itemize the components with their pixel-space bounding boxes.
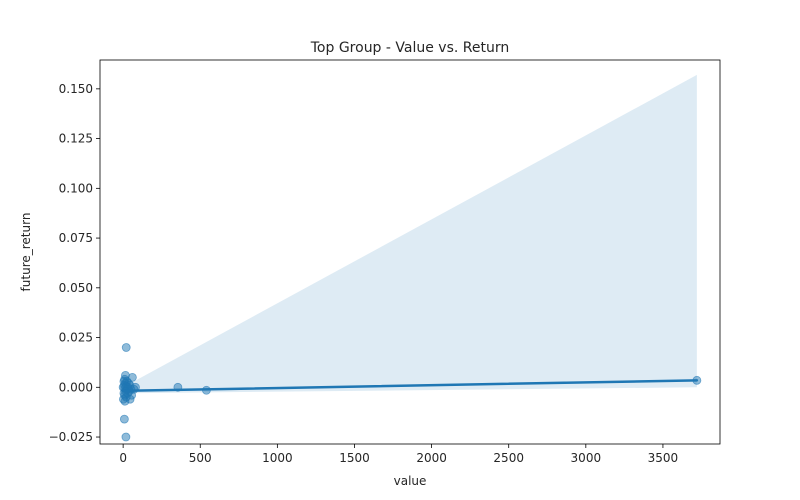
data-point (120, 396, 130, 406)
chart-title: Top Group - Value vs. Return (310, 40, 509, 56)
data-point (121, 432, 131, 442)
x-tick-label: 1000 (262, 451, 293, 465)
data-point (119, 414, 129, 424)
regression-line-layer (121, 379, 699, 393)
y-tick-label: 0.050 (59, 281, 93, 295)
y-tick-label: 0.125 (59, 132, 93, 146)
x-tick-label: 2500 (493, 451, 524, 465)
x-axis-label: value (394, 474, 427, 488)
x-tick-label: 3500 (648, 451, 679, 465)
x-axis: 0 500 1000 1500 2000 2500 3000 3500 (119, 444, 678, 465)
x-tick-label: 3000 (571, 451, 602, 465)
x-tick-label: 1500 (339, 451, 370, 465)
plot-area-frame (99, 59, 721, 445)
regression-line (121, 379, 699, 393)
y-axis-label: future_return (19, 213, 33, 292)
x-tick-label: 500 (189, 451, 212, 465)
y-tick-label: 0.000 (59, 380, 93, 394)
y-tick-label: −0.025 (49, 430, 93, 444)
x-tick-label: 0 (119, 451, 127, 465)
y-tick-label: 0.025 (59, 331, 93, 345)
y-tick-label: 0.075 (59, 231, 93, 245)
y-tick-label: 0.150 (59, 82, 93, 96)
y-axis: −0.025 0.000 0.025 0.050 0.075 0.100 0.125 0.15… (49, 82, 100, 444)
confidence-band (123, 74, 697, 394)
data-point (121, 343, 131, 352)
y-tick-label: 0.100 (59, 181, 93, 195)
x-tick-label: 2000 (416, 451, 447, 465)
confidence-band-layer (123, 74, 697, 394)
